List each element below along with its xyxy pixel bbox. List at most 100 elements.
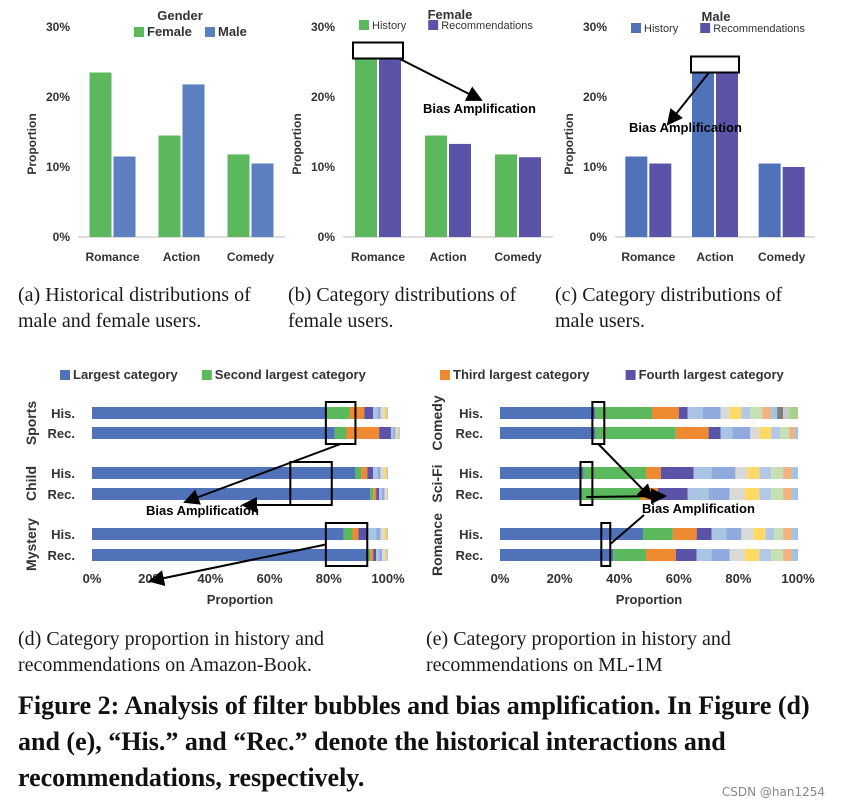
bar-recommendations-action (716, 58, 738, 237)
segment-sci-fi-rec-1 (580, 488, 641, 500)
segment-romance-his-11 (792, 528, 798, 540)
group-label: Sci-Fi (429, 464, 445, 502)
segment-romance-his-9 (774, 528, 784, 540)
segment-mystery-rec-3 (373, 549, 377, 561)
x-axis-label: Proportion (616, 592, 682, 607)
segment-comedy-rec-1 (595, 427, 676, 439)
y-tick-label: 10% (583, 160, 607, 174)
x-tick-label: Romance (621, 250, 675, 264)
bias-box (352, 41, 404, 60)
segment-sci-fi-his-6 (735, 467, 748, 479)
x-tick-label: 0% (83, 571, 102, 586)
segment-child-rec-5 (382, 488, 385, 500)
segment-comedy-his-14 (789, 407, 798, 419)
segment-sports-rec-5 (393, 427, 396, 439)
row-label: Rec. (48, 487, 75, 502)
segment-sci-fi-his-8 (759, 467, 772, 479)
segment-sci-fi-rec-3 (657, 488, 688, 500)
segment-child-rec-4 (379, 488, 383, 500)
row-label: His. (51, 466, 75, 481)
segment-sports-his-4 (373, 407, 378, 419)
segment-mystery-his-6 (380, 528, 384, 540)
segment-romance-his-1 (643, 528, 673, 540)
x-tick-label: Comedy (758, 250, 806, 264)
segment-sports-rec-8 (398, 427, 400, 439)
bias-arrow-line (609, 514, 645, 546)
group-label: Comedy (429, 395, 445, 450)
bias-arrow (183, 443, 341, 505)
segment-sports-his-0 (92, 407, 326, 419)
segment-romance-his-3 (696, 528, 712, 540)
segment-romance-rec-6 (729, 549, 745, 561)
segment-sci-fi-his-10 (783, 467, 793, 479)
segment-romance-rec-3 (675, 549, 697, 561)
bar-history-romance (355, 49, 377, 238)
segment-comedy-his-13 (783, 407, 790, 419)
row-label: His. (51, 406, 75, 421)
segment-sci-fi-rec-0 (500, 488, 581, 500)
legend-swatch (359, 20, 369, 30)
x-tick-label: Romance (85, 250, 139, 264)
caption-e: (e) Category proportion in history and r… (426, 628, 731, 676)
segment-sci-fi-rec-8 (759, 488, 772, 500)
legend-label: Largest category (73, 367, 179, 382)
bias-annotation: Bias Amplification (642, 501, 755, 516)
segment-child-his-5 (377, 467, 381, 479)
segment-comedy-his-12 (777, 407, 784, 419)
row-label: Rec. (456, 548, 483, 563)
group-label: Sports (23, 401, 39, 446)
segment-sports-rec-3 (379, 427, 391, 439)
legend-swatch (201, 370, 212, 380)
bar-recommendations-romance (379, 44, 401, 237)
segment-romance-his-10 (783, 528, 793, 540)
caption-c: (c) Category distributions of male users… (555, 284, 783, 332)
watermark: CSDN @han1254 (721, 785, 825, 799)
y-tick-label: 30% (311, 20, 335, 34)
segment-sci-fi-his-3 (660, 467, 694, 479)
x-tick-label: Action (696, 250, 733, 264)
chart-b: Female 0% 10% 20% 30% Proportion Romance Action… (290, 7, 553, 264)
bar-recommendations-action (449, 143, 471, 237)
y-axis-label: Proportion (562, 113, 576, 174)
segment-sci-fi-his-9 (771, 467, 784, 479)
bar-recommendations-comedy (782, 167, 805, 237)
segment-child-his-0 (92, 467, 356, 479)
segment-romance-his-5 (726, 528, 742, 540)
chart-title: Male (702, 9, 731, 24)
bias-arrow (148, 543, 327, 586)
segment-child-rec-2 (373, 488, 377, 500)
segment-romance-rec-5 (711, 549, 730, 561)
segment-romance-rec-9 (771, 549, 784, 561)
legend-label: Second largest category (215, 367, 367, 382)
segment-romance-rec-4 (696, 549, 712, 561)
x-axis-label: Proportion (207, 592, 273, 607)
segment-sci-fi-his-11 (792, 467, 798, 479)
segment-comedy-rec-5 (732, 427, 751, 439)
x-tick-label: Romance (351, 250, 405, 264)
bias-box (690, 55, 740, 74)
legend-swatch (440, 370, 450, 380)
segment-sci-fi-his-5 (711, 467, 736, 479)
segment-mystery-rec-6 (382, 549, 385, 561)
bias-arrow (597, 443, 654, 501)
bar-female-action (158, 135, 181, 237)
bar-recommendations-romance (649, 163, 672, 237)
figure-caption: Figure 2: Analysis of filter bubbles and… (18, 691, 810, 792)
segment-child-rec-8 (387, 488, 388, 500)
segment-sci-fi-his-4 (693, 467, 712, 479)
bar-history-romance (625, 156, 648, 237)
segment-romance-rec-8 (759, 549, 772, 561)
y-tick-label: 0% (53, 230, 71, 244)
bias-annotation: Bias Amplification (423, 101, 536, 116)
row-label: Rec. (48, 426, 75, 441)
legend-label: History (372, 20, 407, 32)
segment-sci-fi-rec-4 (687, 488, 709, 500)
segment-comedy-rec-3 (708, 427, 721, 439)
segment-comedy-his-10 (762, 407, 772, 419)
chart-c: Male 0% 10% 20% 30% Proportion Romance Action Co… (562, 9, 815, 264)
segment-sci-fi-his-0 (500, 467, 584, 479)
x-tick-label: 80% (725, 571, 751, 586)
x-tick-label: Action (429, 250, 466, 264)
bias-arrow (586, 488, 667, 505)
segment-sports-his-5 (377, 407, 381, 419)
